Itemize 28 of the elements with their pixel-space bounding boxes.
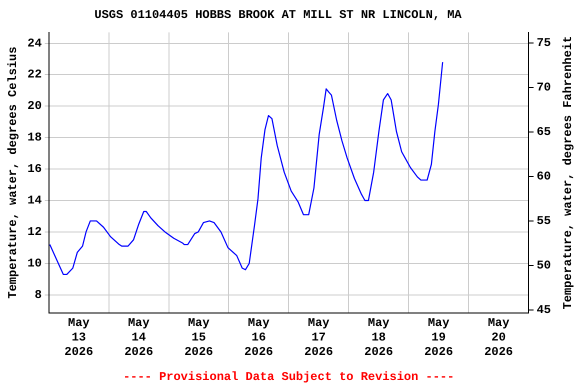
x-tick-label: May 15 2026 (184, 316, 214, 359)
x-tick-label: May 16 2026 (244, 316, 274, 359)
y-tick-label: 14 (27, 194, 42, 208)
x-tick-label: May 19 2026 (424, 316, 454, 359)
x-tick-label: May 20 2026 (484, 316, 514, 359)
y2-tick-label: 55 (536, 214, 552, 228)
y2-tick-label: 50 (536, 258, 552, 273)
y-tick-label: 16 (27, 162, 42, 176)
x-tick-label: May 17 2026 (304, 316, 334, 359)
y2-axis-title: Temperature, water, degrees Fahrenheit (561, 36, 576, 310)
y2-tick-label: 75 (536, 36, 552, 50)
chart-title: USGS 01104405 HOBBS BROOK AT MILL ST NR LINCOLN, MA (94, 8, 462, 22)
y-tick-label: 22 (27, 68, 42, 82)
y2-tick-label: 70 (536, 80, 552, 95)
text: ---- Provisional Data Subject to Revision ---- (123, 370, 454, 384)
x-tick-label: May 14 2026 (124, 316, 154, 359)
y-tick-label: 18 (27, 130, 42, 145)
y-tick-label: 10 (27, 256, 42, 270)
y-tick-label: 20 (27, 99, 42, 114)
y-tick-label: 8 (34, 288, 42, 302)
y2-tick-label: 60 (536, 170, 552, 184)
y-tick-label: 12 (27, 224, 42, 239)
y2-tick-label: 45 (536, 303, 552, 318)
y2-tick-label: 65 (536, 125, 552, 140)
x-tick-label: May 18 2026 (364, 316, 394, 359)
y-tick-label: 24 (27, 36, 42, 50)
y-axis-title: Temperature, water, degrees Celsius (6, 46, 20, 299)
x-tick-label: May 13 2026 (64, 316, 94, 359)
